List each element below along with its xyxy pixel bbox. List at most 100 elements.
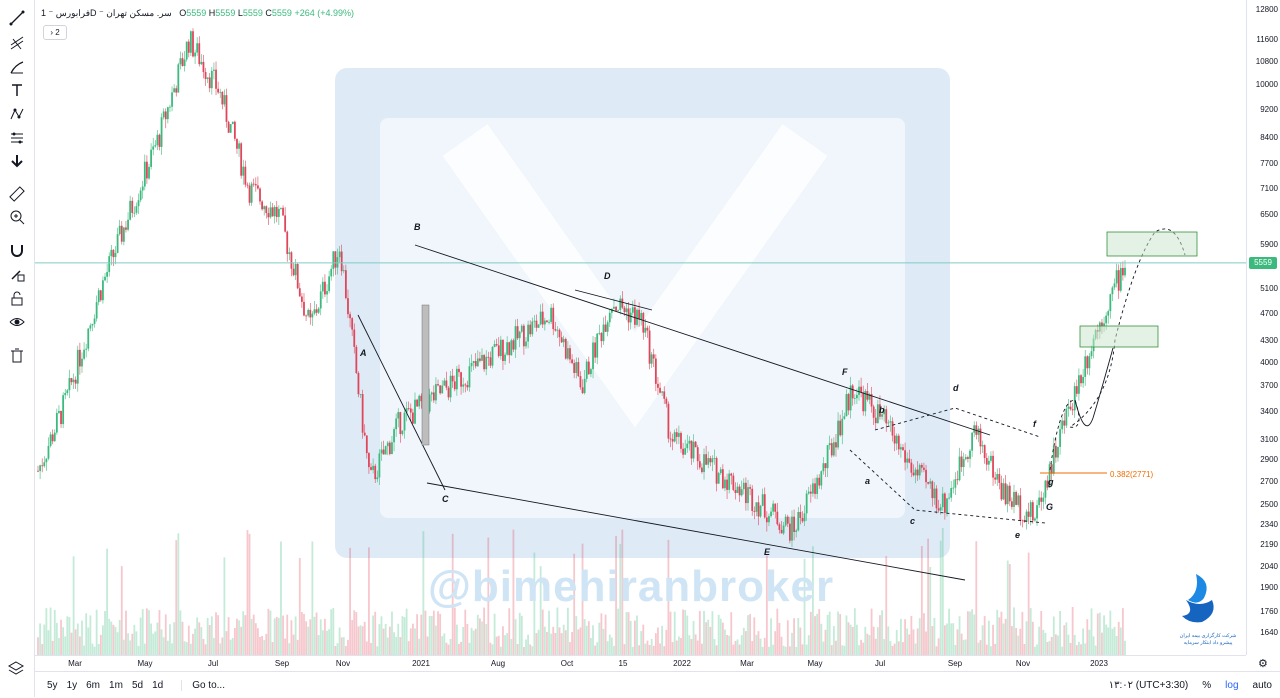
candle-body xyxy=(853,398,856,399)
candle-body xyxy=(665,398,668,404)
candle-body xyxy=(916,469,919,476)
percent-toggle[interactable]: % xyxy=(1202,679,1212,691)
volume-bar xyxy=(344,645,347,655)
magnet-icon[interactable] xyxy=(5,240,29,260)
range-1m-button[interactable]: 1m xyxy=(109,679,123,691)
candle-body xyxy=(948,497,950,499)
volume-bar xyxy=(598,622,601,655)
volume-bar xyxy=(661,625,664,655)
candle-body xyxy=(1057,446,1059,458)
zoom-in-icon[interactable] xyxy=(5,207,29,227)
layers-icon[interactable] xyxy=(7,660,25,679)
volume-bar xyxy=(816,613,819,655)
goto-button[interactable]: Go to... xyxy=(181,679,225,691)
volume-bar xyxy=(738,644,741,655)
candle-body xyxy=(782,525,785,534)
candle-body xyxy=(673,432,676,442)
trend-line-icon[interactable] xyxy=(5,8,29,28)
chart-canvas[interactable]: @bimehiranbroker xyxy=(35,0,1246,655)
range-6m-button[interactable]: 6m xyxy=(86,679,101,691)
candle-body xyxy=(85,348,88,350)
candle-body xyxy=(298,288,301,297)
candle-body xyxy=(282,207,284,216)
volume-bar xyxy=(405,608,408,655)
candle-body xyxy=(698,461,701,468)
candle-body xyxy=(753,510,756,512)
volume-bar xyxy=(238,620,240,655)
brush-icon[interactable] xyxy=(5,57,29,77)
candle-body xyxy=(652,354,655,359)
candle-body xyxy=(391,442,393,455)
trash-icon[interactable] xyxy=(5,345,29,365)
volume-bar xyxy=(914,643,917,655)
volume-bar xyxy=(592,625,594,655)
volume-bar xyxy=(363,621,366,655)
time-axis[interactable]: Mar May Jul Sep Nov 2021 Aug Oct 15 2022 Mar May Jul… xyxy=(35,655,1246,672)
volume-bar xyxy=(558,627,561,655)
range-5d-button[interactable]: 5d xyxy=(131,679,144,691)
candle-body xyxy=(897,435,900,450)
pitchfork-icon[interactable] xyxy=(5,33,29,53)
candle-body xyxy=(684,448,687,455)
volume-bar xyxy=(114,626,117,655)
pattern-icon[interactable] xyxy=(5,104,29,124)
volume-bar xyxy=(288,643,291,655)
volume-bar xyxy=(395,636,398,655)
candle-body xyxy=(690,440,693,459)
candle-body xyxy=(983,445,986,459)
price-axis[interactable]: 12800 11600 10800 10000 9200 8400 7700 7100 6500… xyxy=(1246,0,1280,655)
volume-bar xyxy=(347,639,349,655)
axis-settings-icon[interactable]: ⚙ xyxy=(1258,658,1268,670)
candle-body xyxy=(732,475,735,490)
candle-body xyxy=(252,183,255,185)
candle-body xyxy=(671,439,674,442)
volume-bar xyxy=(634,620,636,655)
candle-body xyxy=(95,302,98,319)
volume-bar xyxy=(830,645,833,655)
price-tick-label: 2190 xyxy=(1260,540,1278,550)
auto-toggle[interactable]: auto xyxy=(1252,679,1272,691)
text-icon[interactable] xyxy=(5,80,29,100)
candle-body xyxy=(529,324,532,335)
volume-bar xyxy=(267,608,270,655)
eye-icon[interactable] xyxy=(5,312,29,332)
volume-bar xyxy=(742,627,745,655)
volume-bar xyxy=(994,643,997,655)
volume-bar xyxy=(416,614,418,655)
candle-body xyxy=(1122,268,1124,276)
symbol-name[interactable]: فرابورس ⁻ 1D ⁻ سر. مسکن تهران xyxy=(41,8,172,18)
volume-bar xyxy=(250,618,253,655)
arrow-down-icon[interactable] xyxy=(5,151,29,171)
candle-body xyxy=(585,361,588,379)
candle-body xyxy=(1011,501,1013,507)
lock-drawing-icon[interactable] xyxy=(5,264,29,284)
measure-tool-icon[interactable] xyxy=(5,128,29,148)
volume-bar xyxy=(118,619,121,655)
unlock-icon[interactable] xyxy=(5,288,29,308)
price-chart[interactable] xyxy=(35,0,1246,655)
volume-bar xyxy=(902,642,904,655)
volume-bar xyxy=(493,613,496,655)
ruler-icon[interactable] xyxy=(5,184,29,204)
range-5y-button[interactable]: 5y xyxy=(47,679,58,691)
candle-body xyxy=(680,432,682,449)
legend-collapse-button[interactable]: › 2 xyxy=(43,25,67,40)
candle-body xyxy=(531,321,534,335)
range-1d-button[interactable]: 1d xyxy=(152,679,164,691)
candle-body xyxy=(675,432,678,437)
volume-bar xyxy=(876,627,879,655)
timezone-button[interactable]: ۱۳:۰۲ (UTC+3:30) xyxy=(1108,679,1189,691)
candle-body xyxy=(701,467,703,473)
volume-bar xyxy=(60,619,62,655)
candle-body xyxy=(41,465,44,467)
candle-body xyxy=(365,435,368,454)
range-1y-button[interactable]: 1y xyxy=(66,679,78,691)
volume-bar xyxy=(510,638,513,655)
log-toggle[interactable]: log xyxy=(1225,679,1239,691)
candle-body xyxy=(1073,386,1076,411)
candle-body xyxy=(1044,480,1047,498)
candle-body xyxy=(558,329,561,338)
volume-bar xyxy=(1002,623,1005,655)
volume-bar xyxy=(76,623,79,655)
candle-body xyxy=(862,392,865,412)
